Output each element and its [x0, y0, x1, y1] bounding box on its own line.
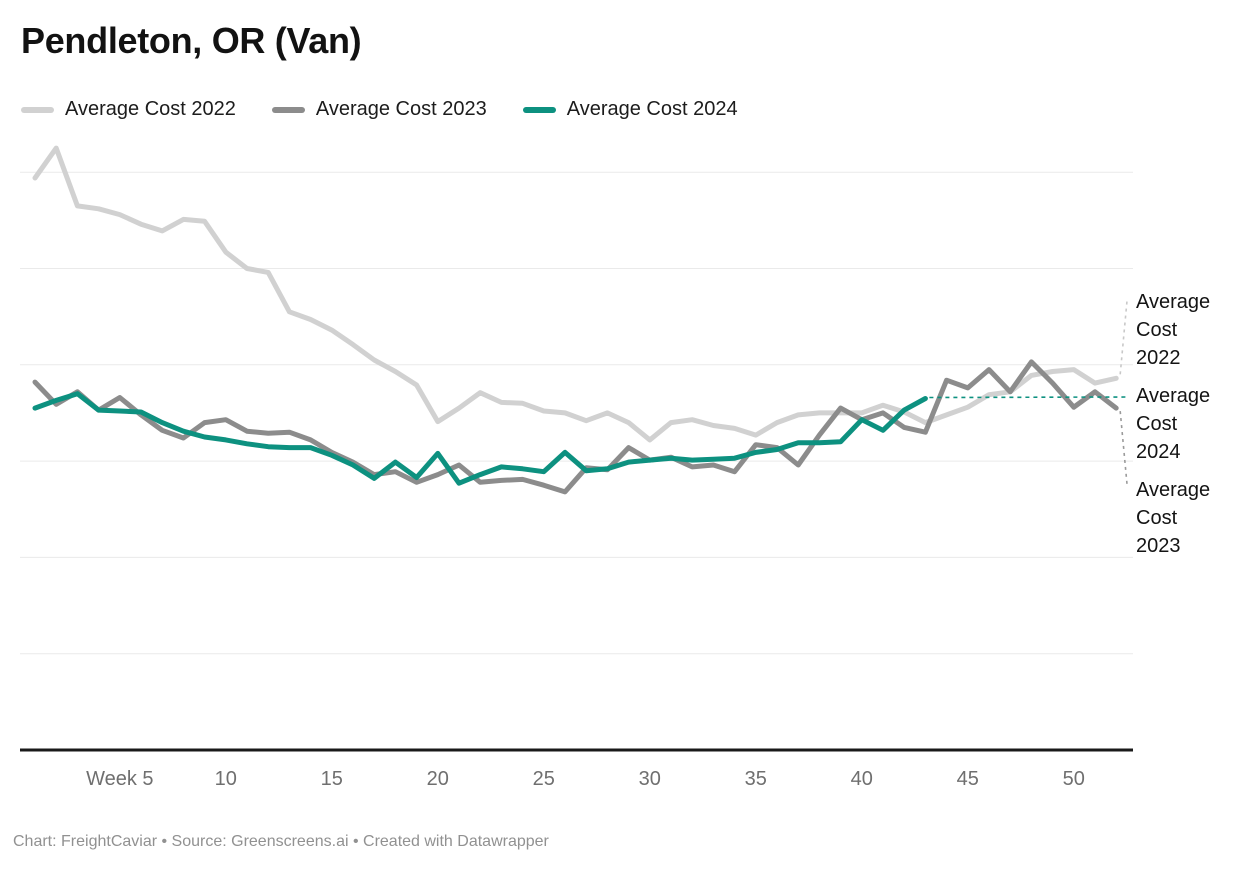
x-tick-label: 25: [533, 768, 555, 790]
legend-item-2022: Average Cost 2022: [21, 98, 236, 121]
series-end-label-2022: Average Cost 2022: [1136, 288, 1236, 372]
x-tick-label: Week 5: [86, 768, 153, 790]
chart-title: Pendleton, OR (Van): [21, 20, 362, 61]
legend-label-2024: Average Cost 2024: [566, 98, 738, 120]
legend-swatch-2024: [522, 106, 556, 113]
legend-item-2024: Average Cost 2024: [522, 98, 738, 121]
series-line-2022: [32, 145, 1119, 443]
x-tick-label: 40: [851, 768, 873, 790]
series-line-2023: [32, 359, 1119, 495]
series-end-label-line: Cost: [1136, 413, 1178, 435]
chart-footer: Chart: FreightCaviar • Source: Greenscre…: [13, 833, 549, 850]
series-end-label-line: Average: [1136, 291, 1211, 313]
series-line-2024: [32, 391, 928, 486]
x-tick-label: 50: [1063, 768, 1085, 790]
series-end-label-line: 2022: [1136, 347, 1181, 369]
legend-swatch-2022: [21, 106, 54, 113]
x-tick-label: 45: [957, 768, 979, 790]
series-end-label-line: Cost: [1136, 507, 1178, 529]
x-tick-label: 30: [639, 768, 661, 790]
series-end-label-line: Average: [1136, 385, 1211, 407]
connector-line-2022: [1119, 300, 1128, 375]
legend-label-2022: Average Cost 2022: [65, 98, 236, 120]
legend-swatch-2023: [271, 106, 305, 113]
legend: Average Cost 2022 Average Cost 2023 Aver…: [21, 98, 738, 121]
connector-line-2024: [929, 396, 1128, 399]
series-end-label-2024: Average Cost 2024: [1136, 382, 1236, 466]
legend-label-2023: Average Cost 2023: [315, 98, 487, 120]
x-tick-label: 35: [745, 768, 767, 790]
series-end-label-line: 2024: [1136, 441, 1181, 463]
series-end-label-line: 2023: [1136, 535, 1181, 557]
x-tick-label: 20: [427, 768, 449, 790]
connector-line-2023: [1119, 411, 1128, 485]
series-end-label-2023: Average Cost 2023: [1136, 476, 1236, 560]
x-tick-label: 15: [321, 768, 343, 790]
legend-item-2023: Average Cost 2023: [271, 98, 487, 121]
series-end-label-line: Cost: [1136, 319, 1178, 341]
x-tick-label: 10: [215, 768, 237, 790]
series-end-label-line: Average: [1136, 479, 1211, 501]
